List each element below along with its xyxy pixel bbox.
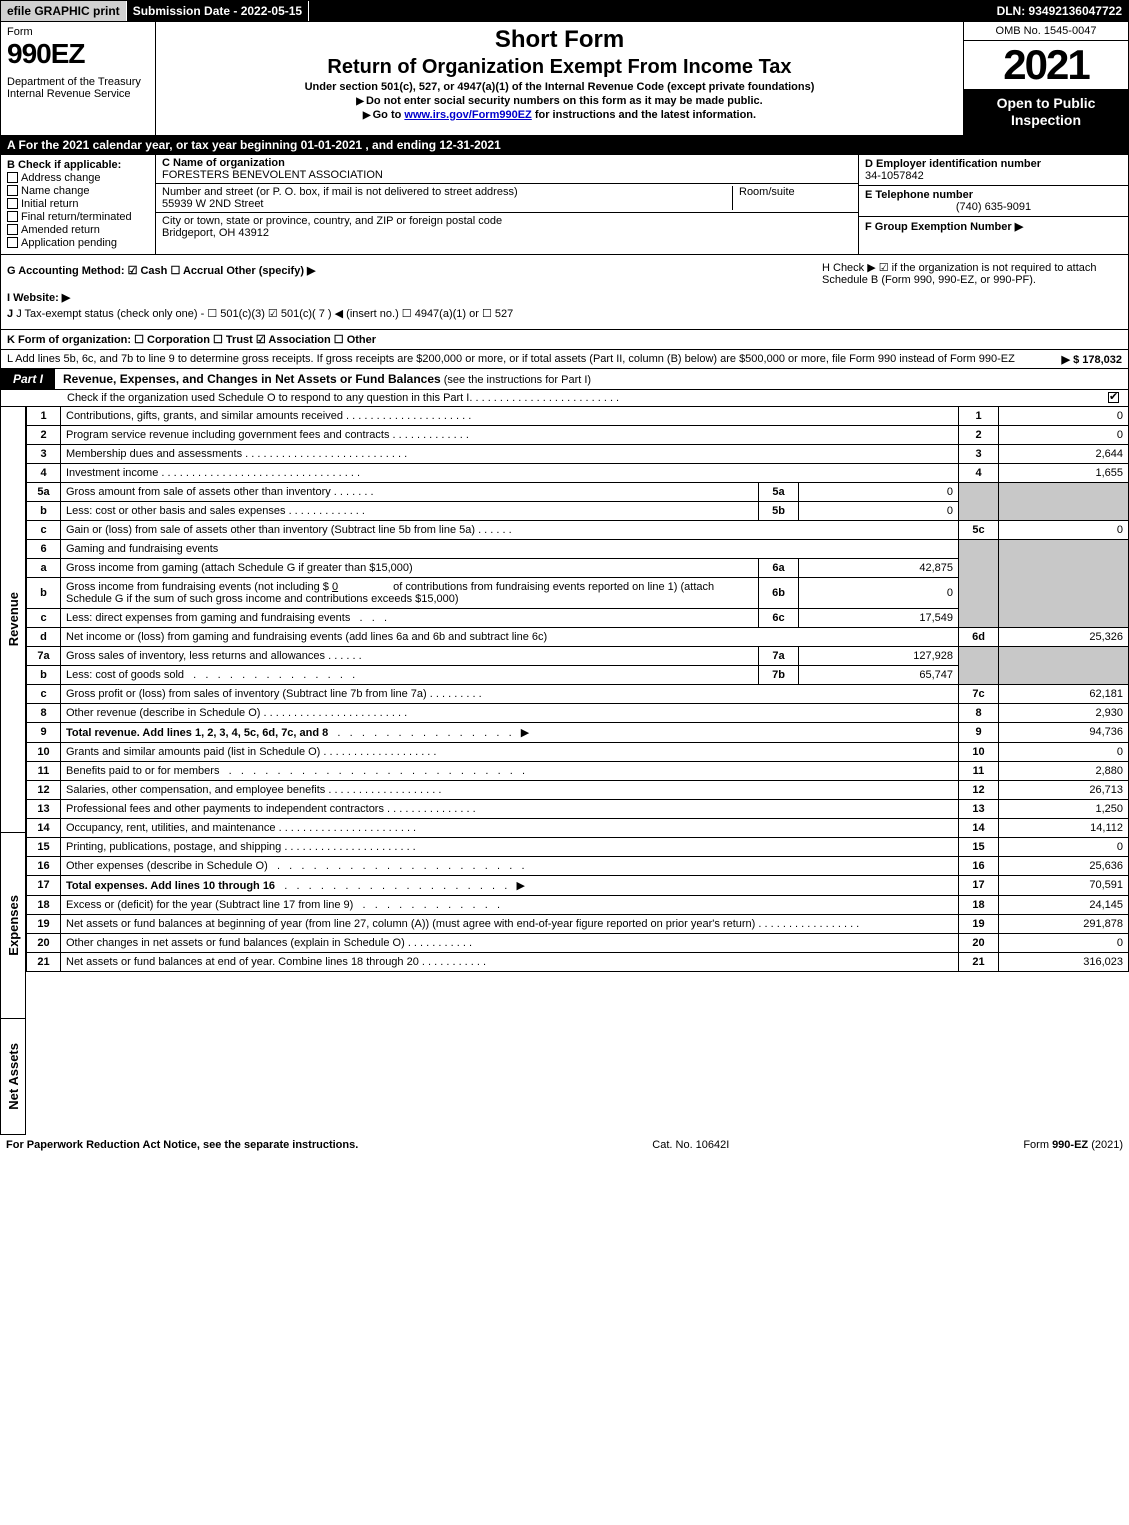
row-5a: 5aGross amount from sale of assets other… [27,482,1129,501]
row-14: 14Occupancy, rent, utilities, and mainte… [27,818,1129,837]
page-footer: For Paperwork Reduction Act Notice, see … [0,1135,1129,1155]
phone: (740) 635-9091 [865,201,1122,213]
city-label: City or town, state or province, country… [162,215,502,227]
return-title: Return of Organization Exempt From Incom… [166,56,953,79]
chk-amended[interactable]: Amended return [7,224,149,236]
org-name: FORESTERS BENEVOLENT ASSOCIATION [162,169,383,181]
row-6: 6Gaming and fundraising events [27,539,1129,558]
dln: DLN: 93492136047722 [991,1,1128,21]
row-11: 11Benefits paid to or for members . . . … [27,761,1129,780]
part-1-title: Revenue, Expenses, and Changes in Net As… [55,369,1128,389]
row-9: 9Total revenue. Add lines 1, 2, 3, 4, 5c… [27,722,1129,742]
part-1-tab: Part I [1,369,55,389]
room-label: Room/suite [739,186,795,198]
row-5c: cGain or (loss) from sale of assets othe… [27,520,1129,539]
row-3: 3Membership dues and assessments . . . .… [27,444,1129,463]
header-left: Form 990EZ Department of the Treasury In… [1,22,156,135]
top-bar: efile GRAPHIC print Submission Date - 20… [0,0,1129,22]
under-section: Under section 501(c), 527, or 4947(a)(1)… [166,81,953,93]
row-20: 20Other changes in net assets or fund ba… [27,933,1129,952]
schedule-o-checkbox[interactable] [1108,392,1119,403]
goto-line: Go to www.irs.gov/Form990EZ for instruct… [166,109,953,121]
row-21: 21Net assets or fund balances at end of … [27,952,1129,971]
bcdef-block: B Check if applicable: Address change Na… [0,155,1129,255]
street-label: Number and street (or P. O. box, if mail… [162,186,518,198]
row-7c: cGross profit or (loss) from sales of in… [27,684,1129,703]
b-label: B Check if applicable: [7,159,149,171]
line-l: L Add lines 5b, 6c, and 7b to line 9 to … [0,350,1129,369]
irs-link[interactable]: www.irs.gov/Form990EZ [404,109,531,121]
open-to-public: Open to Public Inspection [964,89,1128,135]
d-block: D Employer identification number 34-1057… [859,155,1128,186]
form-number: 990EZ [7,38,149,70]
tax-year: 2021 [964,41,1128,89]
line-a: A For the 2021 calendar year, or tax yea… [0,136,1129,155]
row-7a: 7aGross sales of inventory, less returns… [27,646,1129,665]
c-name-label: C Name of organization [162,157,285,169]
row-12: 12Salaries, other compensation, and empl… [27,780,1129,799]
row-1: 1Contributions, gifts, grants, and simil… [27,407,1129,426]
chk-initial[interactable]: Initial return [7,198,149,210]
check-schedule-o: Check if the organization used Schedule … [0,390,1129,407]
omb-number: OMB No. 1545-0047 [964,22,1128,41]
row-15: 15Printing, publications, postage, and s… [27,837,1129,856]
no-ssn-note: Do not enter social security numbers on … [166,95,953,107]
side-expenses: Expenses [6,895,21,956]
row-18: 18Excess or (deficit) for the year (Subt… [27,895,1129,914]
lines-table: 1Contributions, gifts, grants, and simil… [26,407,1129,972]
form-header: Form 990EZ Department of the Treasury In… [0,22,1129,136]
header-right: OMB No. 1545-0047 2021 Open to Public In… [963,22,1128,135]
chk-pending[interactable]: Application pending [7,237,149,249]
chk-final[interactable]: Final return/terminated [7,211,149,223]
short-form-title: Short Form [166,26,953,54]
ein: 34-1057842 [865,170,924,182]
side-netassets: Net Assets [6,1043,21,1110]
col-c: C Name of organization FORESTERS BENEVOL… [156,155,858,254]
col-de: D Employer identification number 34-1057… [858,155,1128,254]
submission-date: Submission Date - 2022-05-15 [127,1,309,21]
row-19: 19Net assets or fund balances at beginni… [27,914,1129,933]
f-block: F Group Exemption Number ▶ [859,217,1128,236]
efile-print-button[interactable]: efile GRAPHIC print [1,1,127,21]
side-revenue: Revenue [6,592,21,646]
line-k: K Form of organization: ☐ Corporation ☐ … [0,330,1129,350]
street: 55939 W 2ND Street [162,198,264,210]
footer-right: Form 990-EZ (2021) [1023,1139,1123,1151]
line-i: I Website: ▶ [7,291,1122,304]
e-block: E Telephone number (740) 635-9091 [859,186,1128,217]
row-8: 8Other revenue (describe in Schedule O) … [27,703,1129,722]
line-h: H Check ▶ ☑ if the organization is not r… [822,261,1122,286]
city: Bridgeport, OH 43912 [162,227,269,239]
row-2: 2Program service revenue including gover… [27,425,1129,444]
row-4: 4Investment income . . . . . . . . . . .… [27,463,1129,482]
col-b: B Check if applicable: Address change Na… [1,155,156,254]
line-j: J J Tax-exempt status (check only one) -… [7,307,1122,320]
l-amount: ▶ $ 178,032 [1062,353,1122,366]
row-10: 10Grants and similar amounts paid (list … [27,742,1129,761]
department: Department of the Treasury Internal Reve… [7,76,149,100]
chk-name[interactable]: Name change [7,185,149,197]
header-center: Short Form Return of Organization Exempt… [156,22,963,135]
row-16: 16Other expenses (describe in Schedule O… [27,856,1129,875]
part-1-table: Revenue Expenses Net Assets 1Contributio… [0,407,1129,1135]
part-1-header: Part I Revenue, Expenses, and Changes in… [0,369,1129,390]
footer-left: For Paperwork Reduction Act Notice, see … [6,1139,358,1151]
footer-mid: Cat. No. 10642I [358,1139,1023,1151]
ghij-block: G Accounting Method: ☑ Cash ☐ Accrual Ot… [0,255,1129,330]
row-13: 13Professional fees and other payments t… [27,799,1129,818]
row-17: 17Total expenses. Add lines 10 through 1… [27,875,1129,895]
form-word: Form [7,26,149,38]
row-6d: dNet income or (loss) from gaming and fu… [27,627,1129,646]
chk-address[interactable]: Address change [7,172,149,184]
